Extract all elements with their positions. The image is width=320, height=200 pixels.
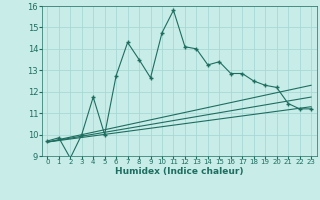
X-axis label: Humidex (Indice chaleur): Humidex (Indice chaleur): [115, 167, 244, 176]
